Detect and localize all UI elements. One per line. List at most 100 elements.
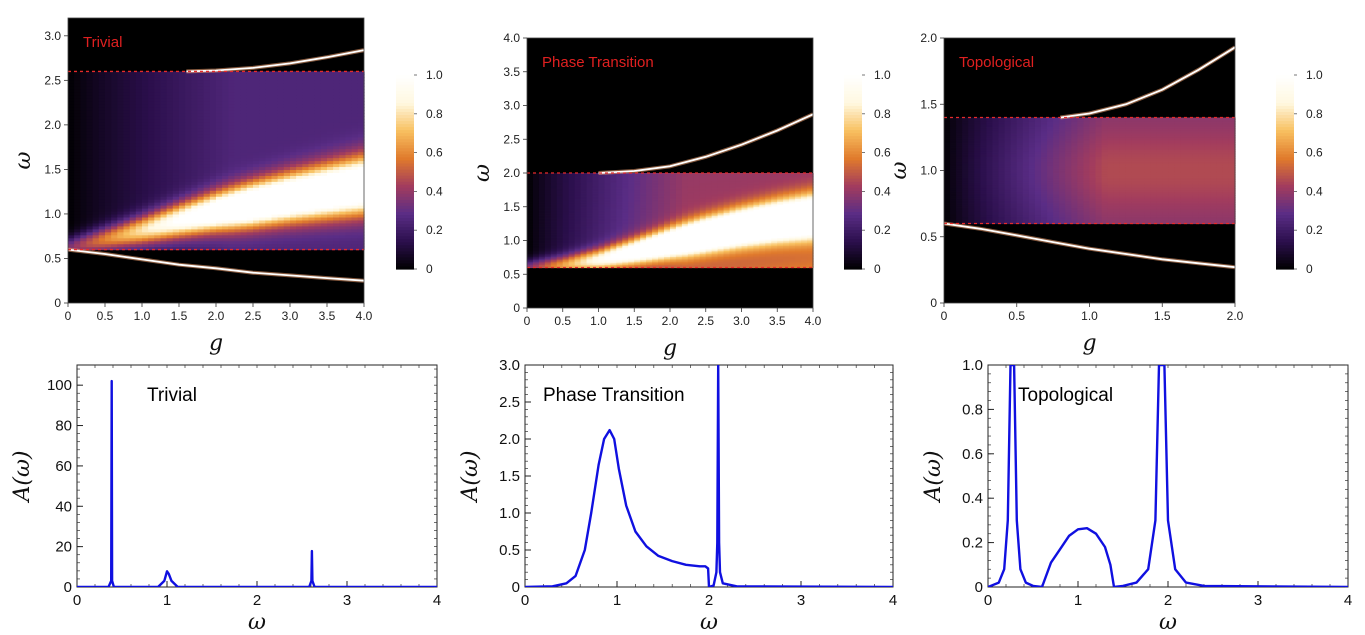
heatmap-cell <box>253 86 260 90</box>
heatmap-cell <box>166 178 174 182</box>
heatmap-cell <box>209 124 217 129</box>
heatmap-cell <box>562 176 570 179</box>
heatmap-cell <box>172 121 180 126</box>
heatmap-cell <box>166 133 174 138</box>
heatmap-cell <box>302 190 310 194</box>
heatmap-cell <box>711 174 719 177</box>
heatmap-cell <box>622 228 629 231</box>
heatmap-cell <box>568 195 576 198</box>
heatmap-cell <box>622 224 629 228</box>
heatmap-cell <box>670 259 677 262</box>
heatmap-cell <box>693 256 701 259</box>
heatmap-cell <box>246 110 254 114</box>
heatmap-cell <box>327 219 334 224</box>
heatmap-cell <box>314 202 322 206</box>
heatmap-cell <box>265 184 273 188</box>
heatmap-cell <box>246 157 254 162</box>
heatmap-cell <box>228 181 236 185</box>
heatmap-cell <box>135 208 143 212</box>
heatmap-cell <box>296 80 303 84</box>
heatmap-cell <box>185 154 192 159</box>
heatmap-cell <box>652 198 659 201</box>
heatmap-cell <box>166 110 174 114</box>
heatmap-cell <box>302 104 310 108</box>
heatmap-cell <box>80 202 88 206</box>
heatmap-cell <box>246 178 254 182</box>
heatmap-cell <box>129 181 137 185</box>
heatmap-cell <box>129 86 137 90</box>
heatmap-cell <box>129 243 137 248</box>
heatmap-cell <box>333 205 340 209</box>
heatmap-cell <box>80 237 88 242</box>
heatmap-cell <box>544 243 552 247</box>
heatmap-cell <box>222 113 229 117</box>
heatmap-cell <box>154 202 162 206</box>
heatmap-cell <box>527 215 534 218</box>
heatmap-cell <box>92 157 100 162</box>
heatmap-cell <box>699 220 707 223</box>
heatmap-cell <box>191 234 199 239</box>
heatmap-cell <box>556 254 564 258</box>
heatmap-cell <box>675 239 683 242</box>
heatmap-cell <box>271 190 279 194</box>
heatmap-cell <box>568 196 576 199</box>
heatmap-cell <box>135 178 143 182</box>
heatmap-cell <box>550 179 558 182</box>
heatmap-cell <box>154 136 162 141</box>
heatmap-cell <box>640 179 647 182</box>
heatmap-cell <box>296 133 303 138</box>
heatmap-cell <box>598 218 606 221</box>
heatmap-cell <box>646 190 653 193</box>
heatmap-cell <box>339 133 347 138</box>
heatmap-cell <box>675 258 683 261</box>
heatmap-cell <box>634 264 641 267</box>
heatmap-cell <box>203 89 211 93</box>
heatmap-cell <box>148 77 155 81</box>
heatmap-cell <box>271 145 279 150</box>
heatmap-cell <box>302 71 310 76</box>
heatmap-cell <box>670 217 677 220</box>
heatmap-cell <box>191 133 199 138</box>
heatmap-cell <box>717 198 725 201</box>
heatmap-cell <box>339 213 347 218</box>
heatmap-cell <box>538 229 546 232</box>
heatmap-cell <box>333 181 340 185</box>
heatmap-cell <box>172 199 180 203</box>
heatmap-cell <box>339 169 347 173</box>
heatmap-cell <box>197 127 205 132</box>
heatmap-cell <box>532 210 540 213</box>
heatmap-cell <box>271 243 279 248</box>
heatmap-cell <box>185 234 192 239</box>
heatmap-cell <box>351 145 359 150</box>
heatmap-cell <box>228 243 236 248</box>
heatmap-cell <box>357 240 365 245</box>
heatmap-cell <box>160 115 168 120</box>
heatmap-cell <box>271 222 279 227</box>
heatmap-cell <box>302 98 310 102</box>
heatmap-cell <box>283 74 291 78</box>
heatmap-cell <box>277 199 285 203</box>
heatmap-cell <box>80 95 88 99</box>
heatmap-cell <box>622 180 629 184</box>
heatmap-cell <box>234 74 242 78</box>
heatmap-cell <box>135 216 143 221</box>
heatmap-cell <box>129 237 137 242</box>
heatmap-cell <box>640 198 647 201</box>
heatmap-cell <box>92 246 100 251</box>
heatmap-cell <box>148 95 155 99</box>
heatmap-cell <box>191 98 199 102</box>
heatmap-cell <box>111 193 118 197</box>
heatmap-cell <box>179 213 186 218</box>
heatmap-cell <box>622 179 629 182</box>
heatmap-cell <box>98 199 106 203</box>
heatmap-cell <box>74 231 81 236</box>
heatmap-cell <box>203 107 211 111</box>
heatmap-cell <box>148 80 155 84</box>
heatmap-cell <box>209 83 217 87</box>
heatmap-cell <box>664 245 671 248</box>
heatmap-cell <box>277 196 285 200</box>
heatmap-cell <box>142 172 149 176</box>
heatmap-cell <box>117 98 125 102</box>
heatmap-cell <box>351 243 359 248</box>
heatmap-cell <box>586 202 594 206</box>
